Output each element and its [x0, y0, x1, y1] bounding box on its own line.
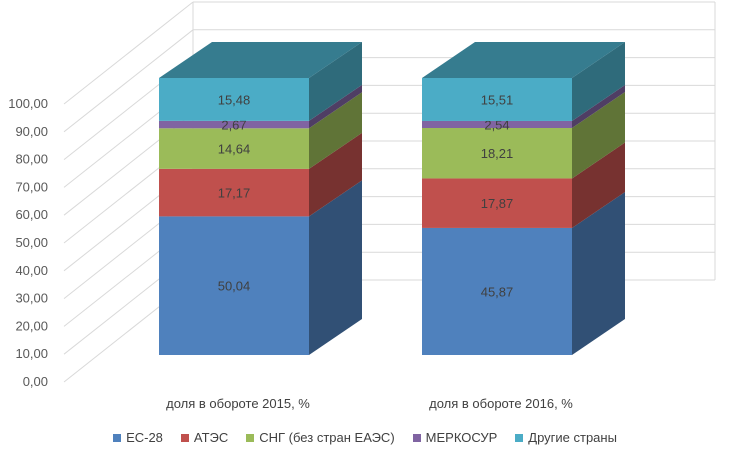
data-label: 2,54: [484, 117, 509, 132]
y-tick-label: 60,00: [15, 207, 48, 222]
legend-swatch: [412, 434, 421, 442]
legend-label: АТЭС: [193, 430, 229, 445]
legend-swatch: [246, 434, 255, 442]
bar-stack: 45,87 17,87 18,21 2,54 15,51: [422, 42, 625, 355]
legend-label: ЕС-28: [126, 430, 163, 445]
bar-segment: [159, 168, 309, 217]
bar-segment-side: [309, 132, 362, 217]
bar-segment-side: [309, 42, 362, 121]
bar-top: [422, 42, 625, 78]
bar-segment-side: [309, 180, 362, 355]
y-tick-label: 70,00: [15, 179, 48, 194]
y-tick-label: 80,00: [15, 152, 48, 167]
legend-label: МЕРКОСУР: [425, 430, 498, 445]
data-label: 50,04: [218, 279, 251, 294]
legend-item: ЕС-28: [113, 430, 163, 445]
legend-swatch: [180, 434, 189, 442]
data-label: 17,17: [218, 186, 251, 201]
legend-swatch: [515, 434, 524, 442]
category-label: доля в обороте 2015, %: [166, 396, 310, 411]
gridline-depth: [63, 29, 194, 133]
y-tick-label: 30,00: [15, 291, 48, 306]
bar-segment-side: [572, 191, 625, 355]
bar-segment: [422, 178, 572, 228]
bar-segment: [422, 120, 572, 128]
data-label: 18,21: [481, 146, 514, 161]
bar-segment: [159, 216, 309, 355]
legend-item: Другие страны: [515, 430, 617, 445]
bar-top: [159, 42, 362, 78]
y-tick-label: 40,00: [15, 263, 48, 278]
bar-segment: [422, 127, 572, 179]
bar-segment: [159, 120, 309, 129]
bar-segment: [159, 78, 309, 121]
gridline-depth: [63, 1, 194, 105]
bar-segment-side: [309, 92, 362, 169]
y-tick-label: 20,00: [15, 318, 48, 333]
bar-segment: [422, 227, 572, 355]
data-label: 15,48: [218, 92, 251, 107]
y-tick-label: 100,00: [8, 96, 48, 111]
legend-swatch: [113, 434, 122, 442]
bar-segment-side: [572, 91, 625, 179]
y-tick-label: 90,00: [15, 124, 48, 139]
legend-item: СНГ (без стран ЕАЭС): [246, 430, 395, 445]
data-label: 15,51: [481, 92, 514, 107]
category-label: доля в обороте 2016, %: [429, 396, 573, 411]
legend: ЕС-28 АТЭС СНГ (без стран ЕАЭС) МЕРКОСУР Дру…: [0, 430, 730, 445]
legend-item: МЕРКОСУР: [412, 430, 498, 445]
data-label: 45,87: [481, 284, 514, 299]
legend-label: СНГ (без стран ЕАЭС): [259, 430, 395, 445]
data-label: 14,64: [218, 142, 251, 157]
bar-segment: [159, 128, 309, 169]
bar-stack: 50,04 17,17 14,64 2,67 15,48: [159, 42, 362, 355]
bar-segment-side: [572, 142, 625, 228]
bar-segment: [422, 78, 572, 121]
data-label: 2,67: [221, 118, 246, 133]
y-tick-label: 50,00: [15, 235, 48, 250]
chart-plot: 0,00 10,00 20,00 30,00 40,00 50,00 60,00 70,00 8…: [8, 1, 716, 411]
bar-segment-side: [309, 84, 362, 129]
bar-segment-side: [572, 42, 625, 121]
legend-label: Другие страны: [528, 430, 617, 445]
y-tick-label: 10,00: [15, 346, 48, 361]
data-label: 17,87: [481, 196, 514, 211]
y-tick-label: 0,00: [23, 374, 48, 389]
legend-item: АТЭС: [180, 430, 229, 445]
bar-segment-side: [572, 84, 625, 128]
